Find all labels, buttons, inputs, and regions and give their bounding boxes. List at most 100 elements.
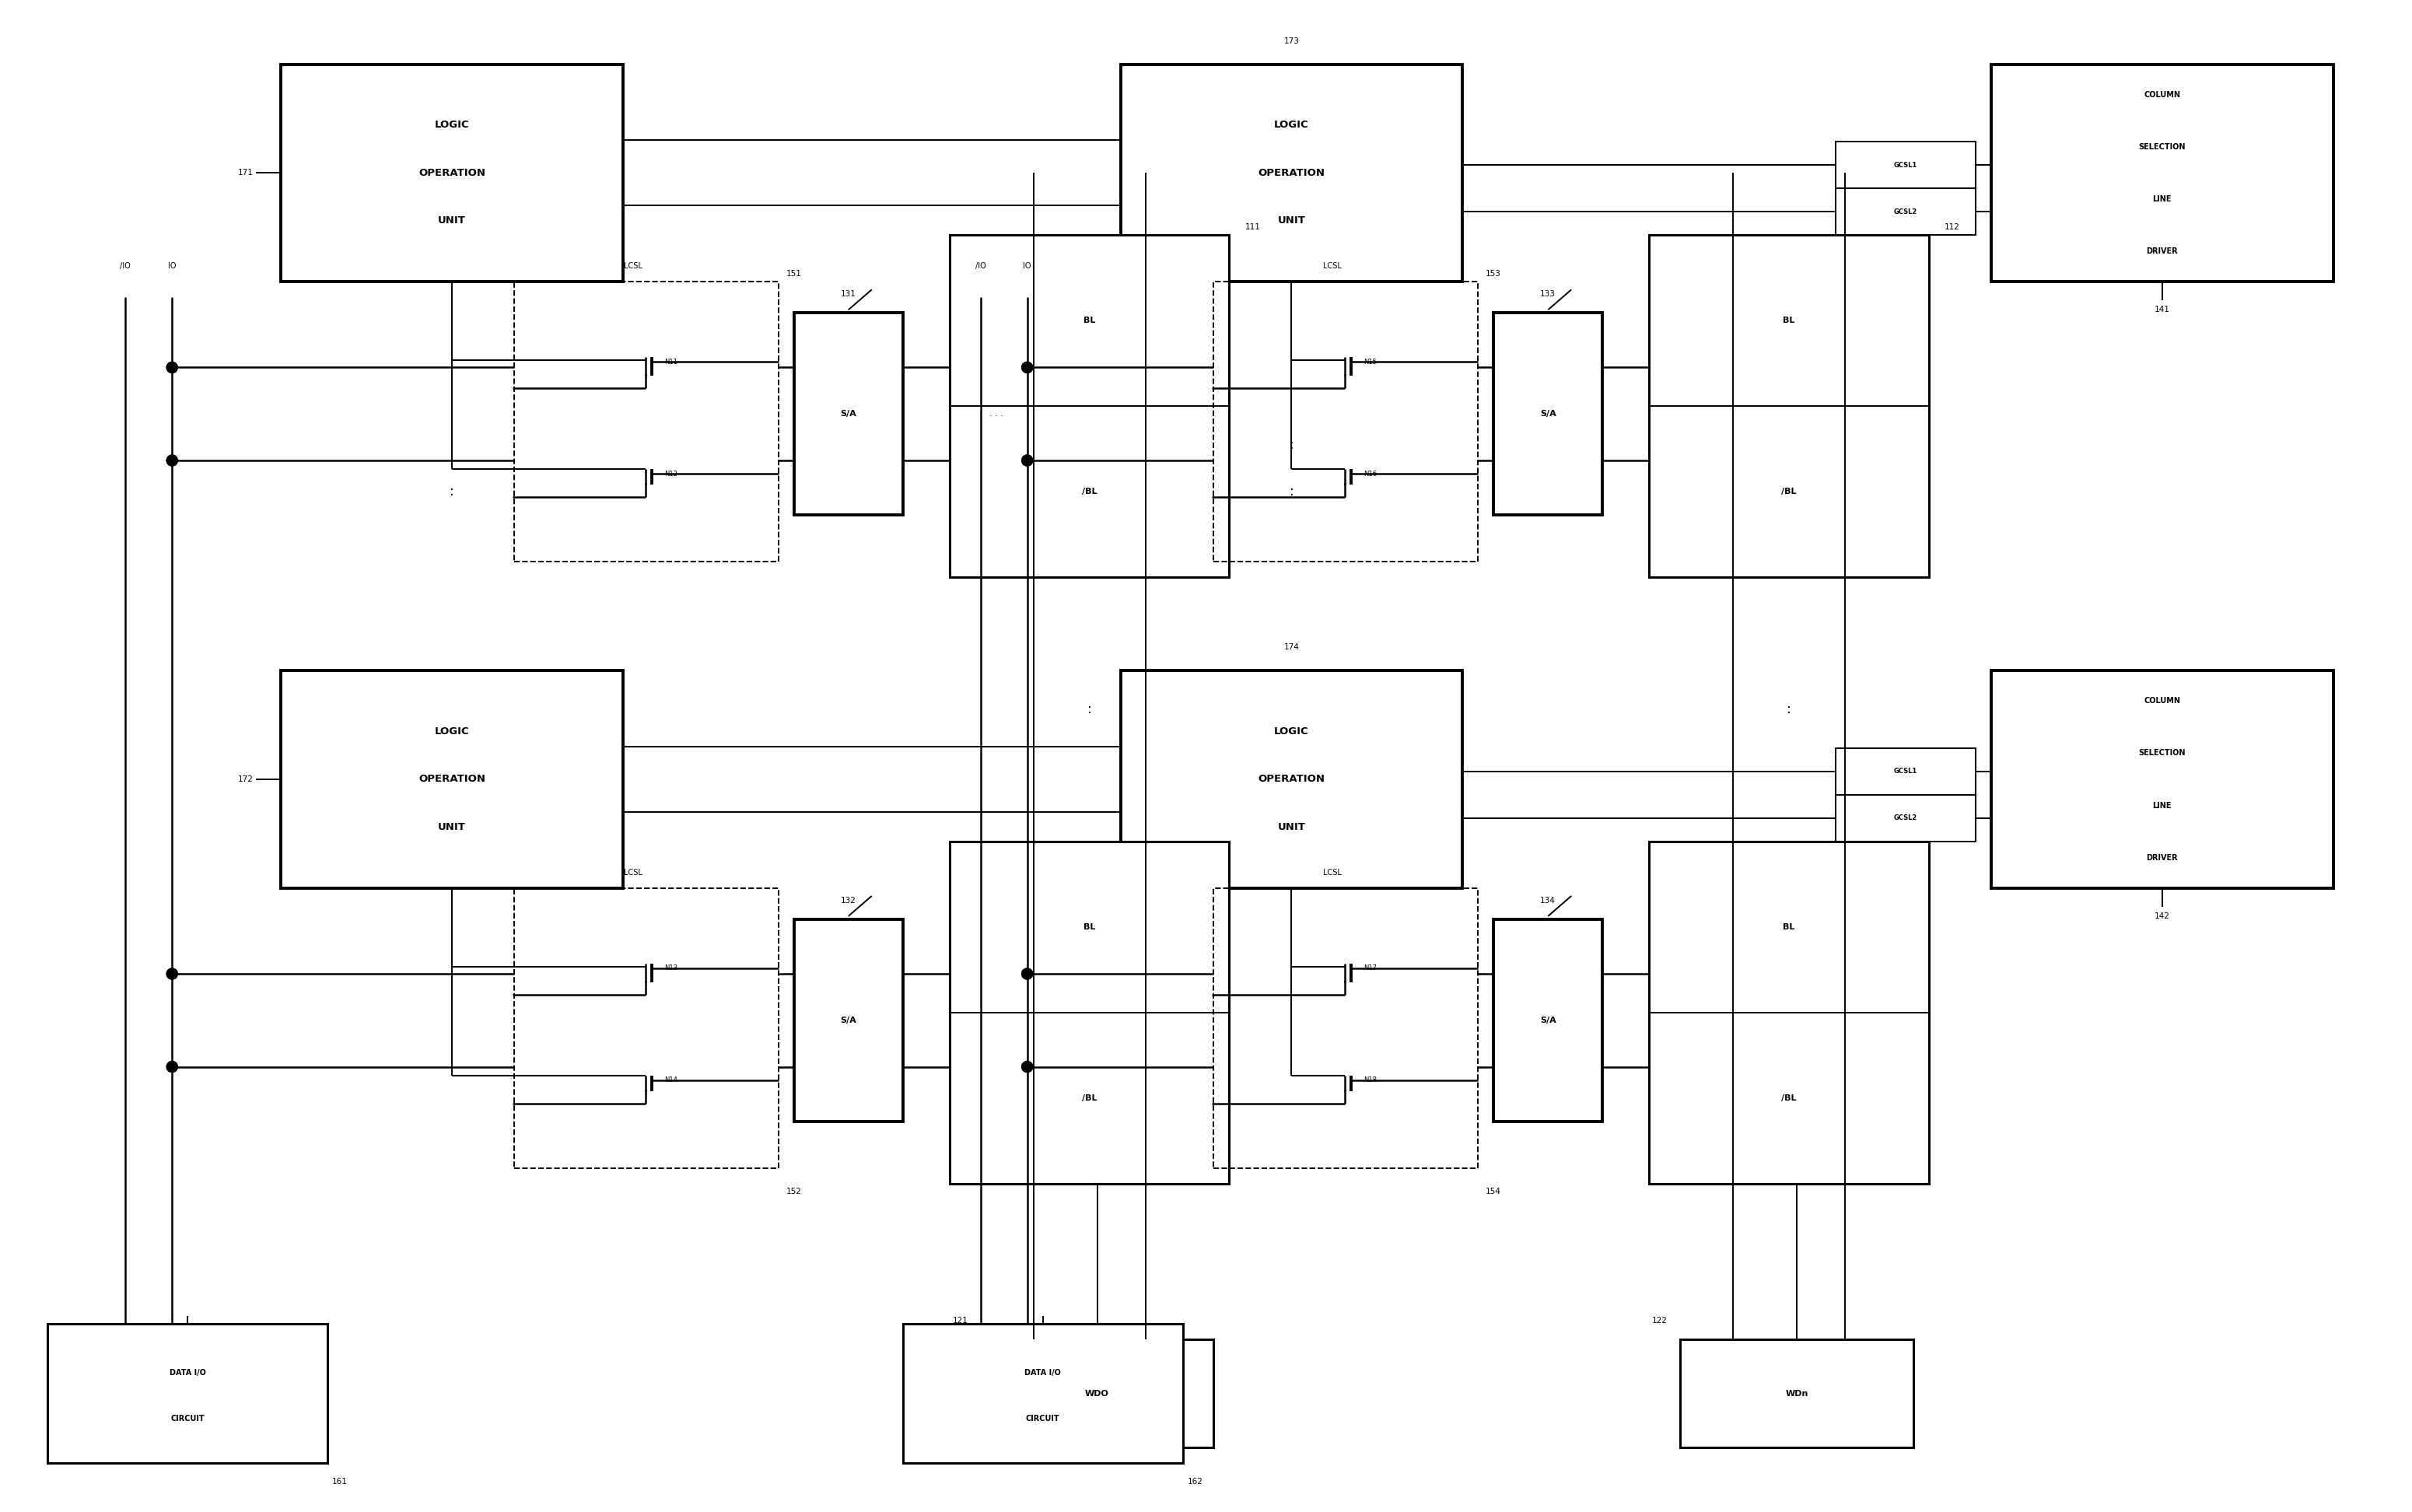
Text: SELECTION: SELECTION bbox=[2139, 750, 2185, 758]
Text: 142: 142 bbox=[2154, 912, 2171, 919]
Text: IO: IO bbox=[1023, 263, 1032, 271]
Text: /BL: /BL bbox=[1083, 488, 1097, 496]
Text: WDn: WDn bbox=[1785, 1390, 1809, 1397]
Text: 134: 134 bbox=[1541, 897, 1556, 904]
Text: IO: IO bbox=[169, 263, 176, 271]
Bar bbox=[1992, 670, 2332, 888]
Text: 161: 161 bbox=[333, 1479, 347, 1486]
Bar bbox=[794, 919, 902, 1122]
Text: 153: 153 bbox=[1486, 271, 1500, 278]
Text: N13: N13 bbox=[663, 965, 678, 972]
Text: BL: BL bbox=[1083, 318, 1095, 325]
Text: GCSL1: GCSL1 bbox=[1893, 768, 1918, 776]
Circle shape bbox=[1023, 361, 1032, 373]
Circle shape bbox=[166, 361, 178, 373]
Circle shape bbox=[1023, 968, 1032, 980]
Bar bbox=[514, 888, 779, 1167]
Bar bbox=[1213, 281, 1479, 561]
Bar bbox=[1836, 142, 1975, 189]
Text: /IO: /IO bbox=[121, 263, 130, 271]
Text: :: : bbox=[1290, 485, 1293, 499]
Text: DRIVER: DRIVER bbox=[2147, 854, 2178, 862]
Text: LOGIC: LOGIC bbox=[434, 726, 470, 736]
Text: N15: N15 bbox=[1363, 358, 1377, 366]
Circle shape bbox=[1023, 968, 1032, 980]
Text: :: : bbox=[449, 485, 453, 499]
Circle shape bbox=[166, 1061, 178, 1072]
Text: CIRCUIT: CIRCUIT bbox=[171, 1415, 205, 1423]
Text: BL: BL bbox=[1083, 924, 1095, 931]
Bar bbox=[1681, 1340, 1913, 1448]
Bar bbox=[1650, 236, 1930, 578]
Bar bbox=[280, 670, 622, 888]
Text: /BL: /BL bbox=[1782, 1095, 1797, 1102]
Text: LOGIC: LOGIC bbox=[1274, 726, 1310, 736]
Text: /IO: /IO bbox=[974, 263, 987, 271]
Text: LOGIC: LOGIC bbox=[1274, 119, 1310, 130]
Circle shape bbox=[166, 968, 178, 980]
Text: 133: 133 bbox=[1541, 290, 1556, 298]
Text: WDO: WDO bbox=[1085, 1390, 1110, 1397]
Bar bbox=[902, 1323, 1182, 1464]
Text: S/A: S/A bbox=[1539, 410, 1556, 417]
Text: S/A: S/A bbox=[839, 410, 856, 417]
Text: GCSL1: GCSL1 bbox=[1893, 162, 1918, 169]
Bar bbox=[514, 281, 779, 561]
Text: UNIT: UNIT bbox=[1278, 823, 1305, 832]
Text: COLUMN: COLUMN bbox=[2144, 697, 2180, 705]
Text: :: : bbox=[449, 438, 453, 452]
Text: . . .: . . . bbox=[989, 410, 1003, 417]
Text: 173: 173 bbox=[1283, 36, 1300, 45]
Text: DRIVER: DRIVER bbox=[2147, 248, 2178, 256]
Text: S/A: S/A bbox=[1539, 1016, 1556, 1024]
Text: /BL: /BL bbox=[1083, 1095, 1097, 1102]
Text: 162: 162 bbox=[1187, 1479, 1204, 1486]
Text: UNIT: UNIT bbox=[1278, 216, 1305, 225]
Text: 174: 174 bbox=[1283, 643, 1300, 652]
Text: OPERATION: OPERATION bbox=[420, 168, 485, 178]
Bar bbox=[982, 1340, 1213, 1448]
Text: 154: 154 bbox=[1486, 1187, 1500, 1194]
Text: BL: BL bbox=[1782, 924, 1795, 931]
Bar bbox=[1493, 313, 1602, 516]
Text: DATA I/O: DATA I/O bbox=[1025, 1368, 1061, 1376]
Text: 141: 141 bbox=[2154, 305, 2171, 313]
Text: S/A: S/A bbox=[839, 1016, 856, 1024]
Text: LINE: LINE bbox=[2152, 195, 2171, 203]
Bar bbox=[280, 64, 622, 281]
Text: LCSL: LCSL bbox=[625, 263, 642, 271]
Bar bbox=[950, 842, 1230, 1184]
Text: 171: 171 bbox=[236, 169, 253, 177]
Circle shape bbox=[166, 455, 178, 466]
Text: LCSL: LCSL bbox=[1324, 263, 1341, 271]
Text: 151: 151 bbox=[786, 271, 801, 278]
Text: 152: 152 bbox=[786, 1187, 801, 1194]
Text: :: : bbox=[1787, 703, 1792, 717]
Text: N12: N12 bbox=[663, 470, 678, 478]
Bar bbox=[48, 1323, 328, 1464]
Text: :: : bbox=[1088, 703, 1093, 717]
Text: :: : bbox=[1290, 438, 1293, 452]
Text: N14: N14 bbox=[663, 1077, 678, 1084]
Text: LCSL: LCSL bbox=[625, 869, 642, 877]
Bar bbox=[950, 236, 1230, 578]
Circle shape bbox=[166, 361, 178, 373]
Circle shape bbox=[166, 1061, 178, 1072]
Bar bbox=[1493, 919, 1602, 1122]
Text: OPERATION: OPERATION bbox=[1259, 774, 1324, 785]
Circle shape bbox=[166, 968, 178, 980]
Text: N18: N18 bbox=[1363, 1077, 1377, 1084]
Text: OPERATION: OPERATION bbox=[1259, 168, 1324, 178]
Text: GCSL2: GCSL2 bbox=[1893, 209, 1918, 215]
Text: 132: 132 bbox=[842, 897, 856, 904]
Bar bbox=[1650, 842, 1930, 1184]
Text: 111: 111 bbox=[1245, 224, 1261, 231]
Circle shape bbox=[1023, 361, 1032, 373]
Text: /BL: /BL bbox=[1782, 488, 1797, 496]
Text: UNIT: UNIT bbox=[439, 216, 466, 225]
Text: N11: N11 bbox=[663, 358, 678, 366]
Text: BL: BL bbox=[1782, 318, 1795, 325]
Bar bbox=[1836, 189, 1975, 236]
Text: LINE: LINE bbox=[2152, 801, 2171, 809]
Bar bbox=[1213, 888, 1479, 1167]
